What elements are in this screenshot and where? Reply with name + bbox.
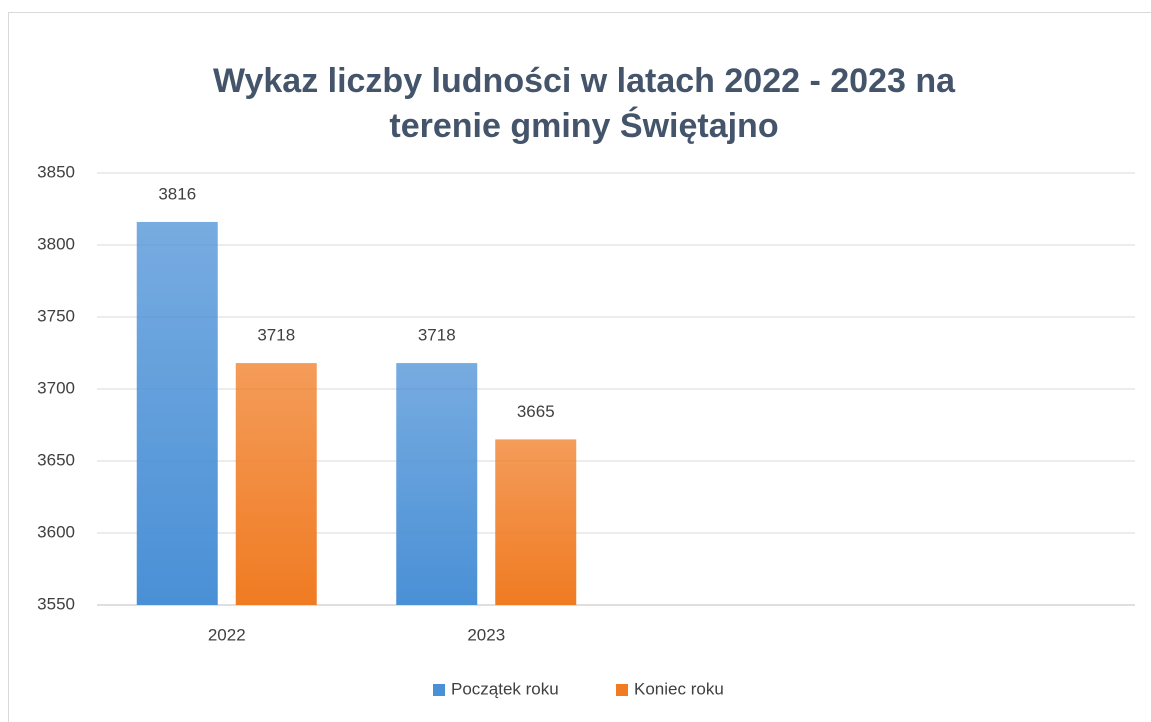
legend-swatch bbox=[433, 684, 445, 696]
bar bbox=[235, 363, 317, 605]
y-tick-label: 3550 bbox=[37, 594, 75, 613]
y-tick-label: 3850 bbox=[37, 162, 75, 181]
y-tick-label: 3750 bbox=[37, 306, 75, 325]
bar bbox=[396, 363, 478, 605]
bar bbox=[495, 439, 577, 605]
chart-title: terenie gminy Świętajno bbox=[389, 107, 778, 145]
legend-label: Początek roku bbox=[451, 679, 559, 698]
data-label: 3816 bbox=[158, 184, 196, 203]
legend-swatch bbox=[616, 684, 628, 696]
legend-label: Koniec roku bbox=[634, 679, 724, 698]
y-tick-label: 3600 bbox=[37, 522, 75, 541]
data-label: 3718 bbox=[257, 326, 295, 345]
data-label: 3718 bbox=[418, 326, 456, 345]
x-tick-label: 2022 bbox=[208, 625, 246, 644]
y-tick-label: 3800 bbox=[37, 234, 75, 253]
chart-title: Wykaz liczby ludności w latach 2022 - 20… bbox=[213, 62, 956, 100]
y-tick-label: 3700 bbox=[37, 378, 75, 397]
data-label: 3665 bbox=[517, 402, 555, 421]
bar bbox=[136, 221, 218, 605]
x-tick-label: 2023 bbox=[467, 625, 505, 644]
y-tick-label: 3650 bbox=[37, 450, 75, 469]
